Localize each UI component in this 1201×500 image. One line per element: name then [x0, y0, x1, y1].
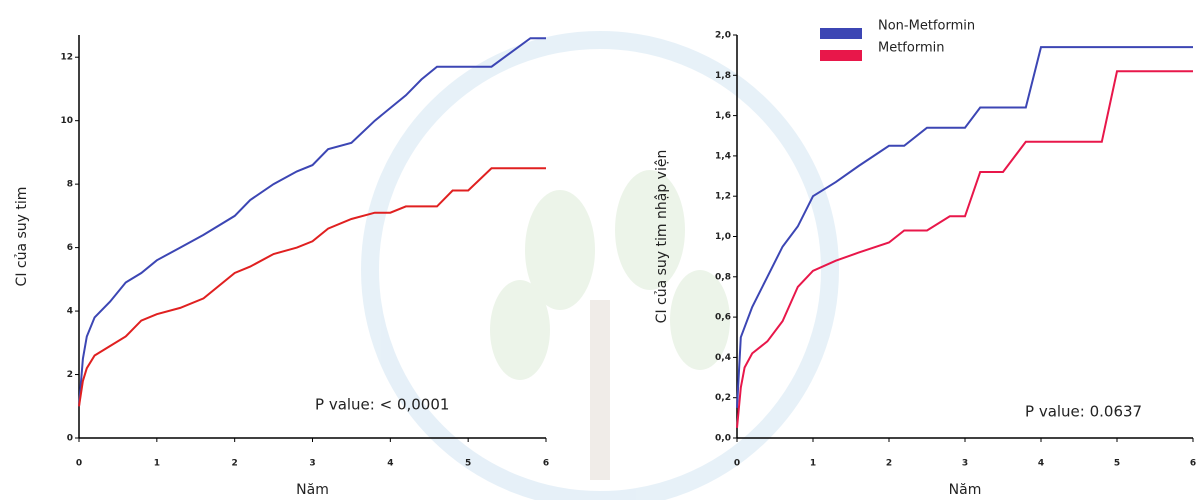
y-tick-label: 6: [67, 243, 73, 253]
y-tick-label: 2,0: [715, 31, 731, 41]
y-tick-label: 1,2: [715, 192, 731, 202]
legend-label: Metformin: [878, 41, 944, 56]
annotation: P value: < 0,0001: [315, 396, 449, 414]
x-tick-label: 2: [232, 459, 238, 469]
y-tick-label: 8: [67, 180, 73, 190]
y-tick-label: 0,8: [715, 272, 731, 282]
x-tick-label: 6: [543, 459, 549, 469]
legend-swatch: [820, 50, 862, 61]
x-tick-label: 5: [1114, 459, 1120, 469]
x-tick-label: 4: [1038, 459, 1044, 469]
legend-label: Non-Metformin: [878, 19, 975, 34]
y-tick-label: 1,8: [715, 71, 731, 81]
y-tick-label: 12: [60, 53, 73, 63]
x-tick-label: 3: [309, 459, 315, 469]
x-tick-label: 1: [810, 459, 816, 469]
y-tick-label: 1,6: [715, 111, 731, 121]
x-tick-label: 0: [734, 459, 740, 469]
y-tick-label: 0,6: [715, 313, 731, 323]
x-tick-label: 5: [465, 459, 471, 469]
x-tick-label: 4: [387, 459, 393, 469]
x-tick-label: 2: [886, 459, 892, 469]
legend-swatch: [820, 28, 862, 39]
series-line: [79, 168, 546, 406]
x-tick-label: 0: [76, 459, 82, 469]
figure: 0246810120123456NămCI của suy timP value…: [0, 0, 1201, 500]
y-tick-label: 1,0: [715, 232, 731, 242]
y-tick-label: 0,0: [715, 434, 731, 444]
x-axis-label: Năm: [296, 482, 329, 498]
series-line: [79, 38, 546, 406]
y-tick-label: 0: [67, 434, 73, 444]
y-tick-label: 10: [60, 116, 73, 126]
y-tick-label: 4: [67, 307, 73, 317]
y-tick-label: 2: [67, 370, 73, 380]
x-axis-label: Năm: [949, 482, 982, 498]
x-tick-label: 3: [962, 459, 968, 469]
watermark: [370, 40, 830, 500]
y-tick-label: 0,2: [715, 393, 731, 403]
y-axis-label: CI của suy tim nhập viện: [654, 150, 670, 324]
annotation: P value: 0.0637: [1025, 403, 1142, 421]
y-tick-label: 0,4: [715, 353, 731, 363]
x-tick-label: 6: [1190, 459, 1196, 469]
y-tick-label: 1,4: [715, 151, 731, 161]
y-axis-label: CI của suy tim: [14, 187, 30, 287]
x-tick-label: 1: [154, 459, 160, 469]
